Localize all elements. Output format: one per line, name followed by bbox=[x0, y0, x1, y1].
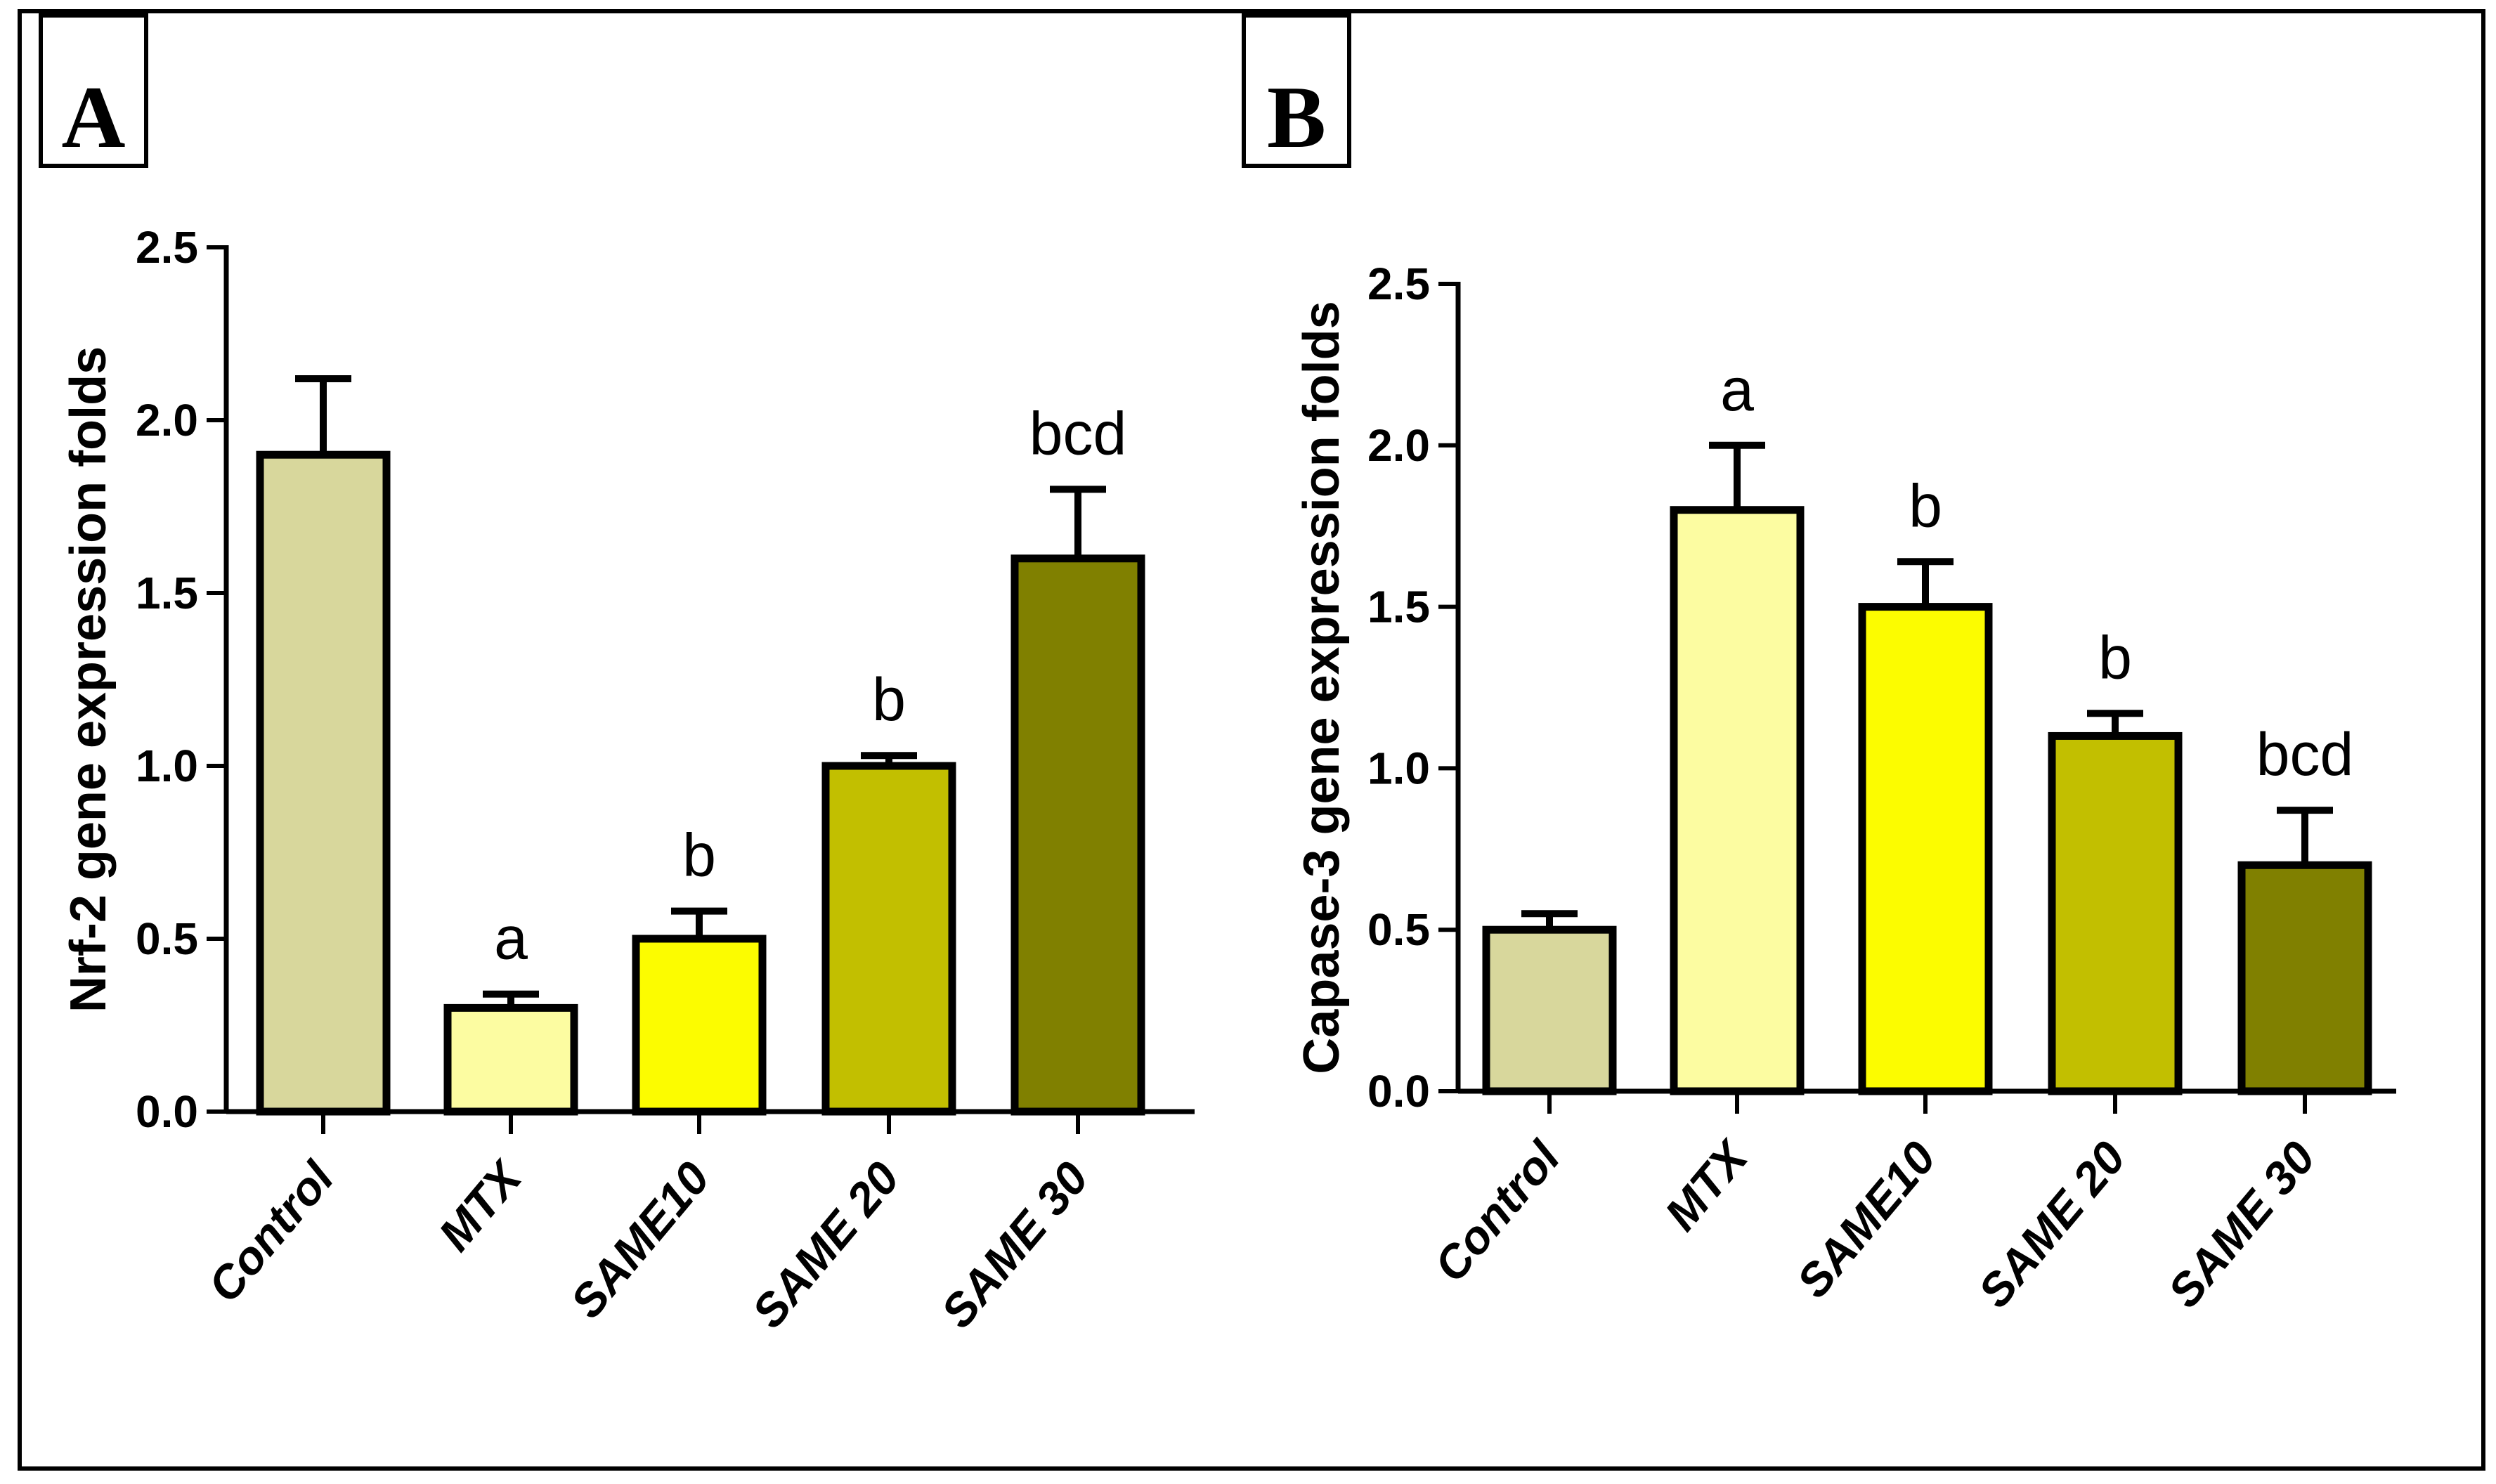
chart-b-bar-0 bbox=[1482, 925, 1617, 1095]
chart-a-annotation-2: b bbox=[682, 822, 716, 890]
chart-b-ytick-label: 0.0 bbox=[1367, 1066, 1430, 1117]
chart-a-bar-2 bbox=[632, 935, 767, 1116]
chart-b-bar-1 bbox=[1670, 506, 1805, 1095]
chart-b-ytick-label: 1.5 bbox=[1367, 582, 1430, 632]
chart-a-bar-1 bbox=[443, 1003, 578, 1116]
chart-b-ytick-label: 2.5 bbox=[1367, 259, 1430, 309]
panel-a-label: A bbox=[62, 69, 126, 167]
chart-b-annotation-1: a bbox=[1720, 356, 1754, 424]
chart-a-annotation-3: b bbox=[872, 666, 906, 734]
chart-a-ytick-label: 2.0 bbox=[136, 395, 198, 445]
chart-a-y-axis-label: Nrf-2 gene expression folds bbox=[60, 346, 117, 1013]
chart-b-ytick-label: 1.0 bbox=[1367, 743, 1430, 793]
chart-a-annotation-4: bcd bbox=[1029, 400, 1127, 467]
chart-a-annotation-1: a bbox=[494, 905, 528, 972]
chart-a-ytick-label: 2.5 bbox=[136, 222, 198, 273]
chart-b-annotation-2: b bbox=[1909, 472, 1942, 540]
chart-a-bar-3 bbox=[821, 762, 956, 1116]
chart-a-ytick-label: 0.5 bbox=[136, 913, 198, 964]
chart-b-ytick-label: 0.5 bbox=[1367, 904, 1430, 955]
chart-b-annotation-3: b bbox=[2098, 624, 2132, 691]
chart-b-y-axis-label: Capase-3 gene expression folds bbox=[1294, 301, 1350, 1074]
chart-a-bar-0 bbox=[256, 450, 391, 1116]
panel-b-label-box bbox=[1242, 13, 1351, 168]
chart-a-bar-4 bbox=[1010, 554, 1145, 1116]
chart-b-bar-4 bbox=[2237, 861, 2372, 1095]
chart-b-bar-3 bbox=[2048, 731, 2183, 1095]
chart-a-ytick-label: 1.0 bbox=[136, 741, 198, 791]
chart-b-annotation-4: bcd bbox=[2256, 721, 2354, 788]
panel-b-label: B bbox=[1267, 69, 1326, 167]
chart-b-ytick-label: 2.0 bbox=[1367, 420, 1430, 471]
chart-b-bar-2 bbox=[1858, 603, 1993, 1095]
chart-a-ytick-label: 0.0 bbox=[136, 1086, 198, 1137]
chart-a-ytick-label: 1.5 bbox=[136, 568, 198, 618]
panel-a-label-box bbox=[39, 13, 148, 168]
